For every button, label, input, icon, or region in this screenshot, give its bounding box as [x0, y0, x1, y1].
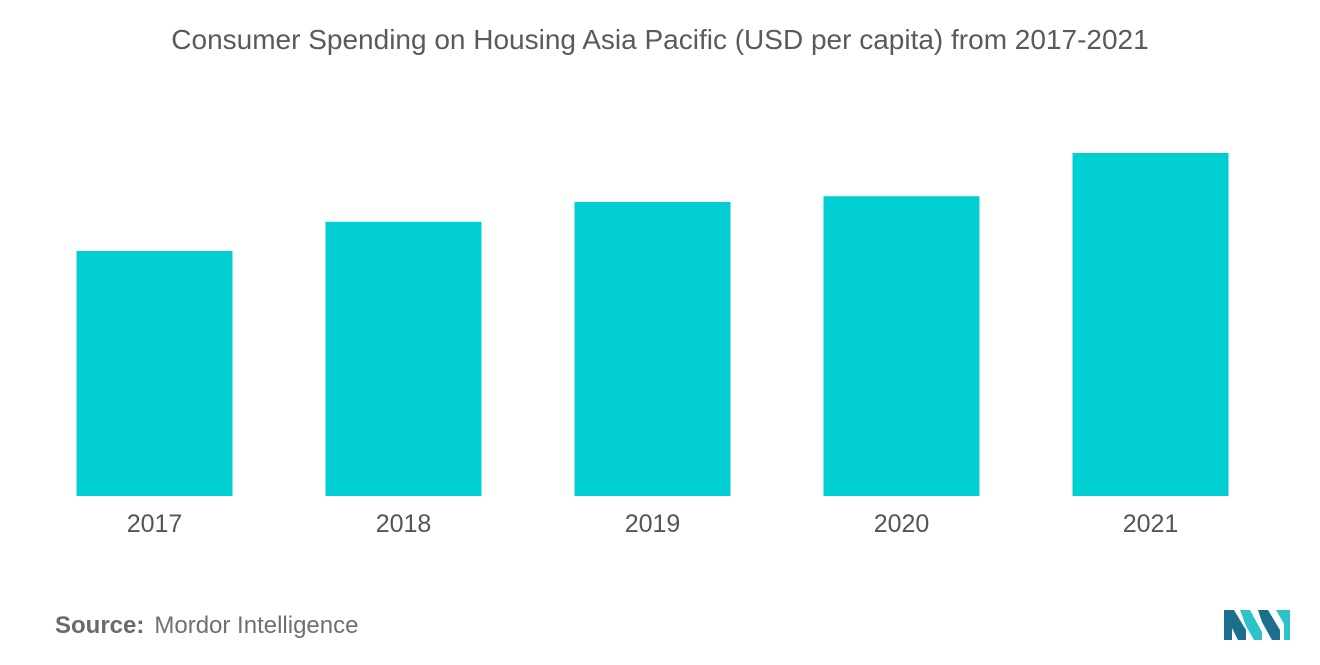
source-credit: Source: Mordor Intelligence: [55, 612, 358, 640]
x-tick-label-2019: 2019: [625, 510, 681, 538]
x-tick-labels-group: 2017 2018 2019 2020 2021: [127, 510, 1179, 538]
bar-2020: [823, 196, 980, 496]
x-tick-label-2018: 2018: [376, 510, 432, 538]
source-label: Source:: [55, 612, 145, 639]
mordor-intelligence-logo-icon: [1224, 610, 1290, 640]
bar-2021: [1072, 153, 1229, 496]
x-tick-label-2020: 2020: [874, 510, 930, 538]
bar-2018: [325, 221, 482, 497]
x-tick-label-2021: 2021: [1123, 510, 1179, 538]
bar-2017: [76, 251, 233, 496]
source-text: Mordor Intelligence: [154, 612, 359, 639]
x-tick-label-2017: 2017: [127, 510, 183, 538]
bar-2019: [574, 202, 731, 496]
bars-group: [76, 153, 1229, 497]
chart-title: Consumer Spending on Housing Asia Pacifi…: [171, 24, 1149, 55]
